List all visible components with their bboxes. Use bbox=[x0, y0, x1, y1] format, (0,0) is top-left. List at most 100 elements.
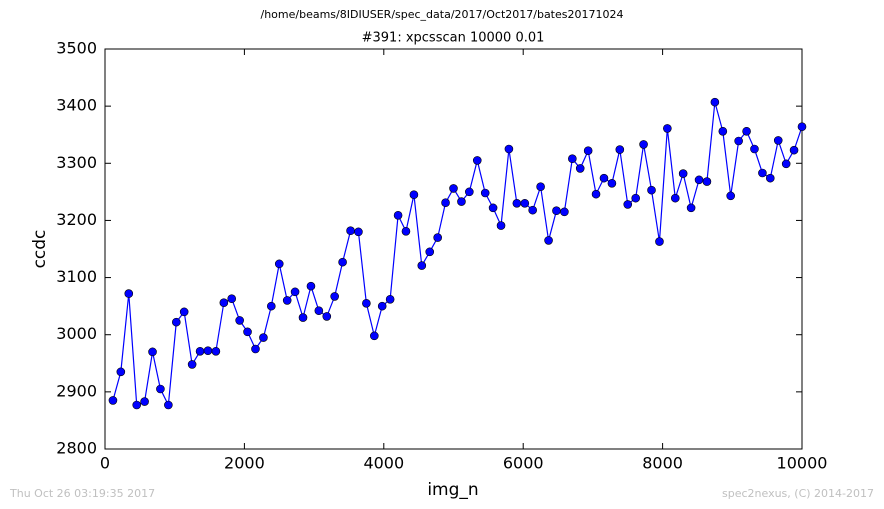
chart-title: #391: xpcsscan 10000 0.01 bbox=[362, 31, 545, 46]
y-tick-label: 3000 bbox=[56, 324, 97, 343]
data-line bbox=[112, 101, 803, 408]
data-point bbox=[346, 226, 355, 236]
data-point bbox=[362, 298, 371, 308]
data-point bbox=[758, 168, 767, 178]
data-point bbox=[623, 200, 633, 209]
data-point bbox=[211, 346, 221, 356]
plot-frame bbox=[104, 48, 803, 450]
data-point bbox=[219, 298, 229, 308]
data-point bbox=[552, 206, 561, 216]
data-point bbox=[702, 177, 712, 186]
data-point bbox=[496, 221, 506, 230]
data-point bbox=[457, 197, 466, 206]
data-point bbox=[243, 327, 252, 337]
data-point bbox=[148, 347, 157, 357]
data-point bbox=[433, 233, 442, 242]
data-point bbox=[282, 296, 292, 305]
data-point bbox=[251, 344, 260, 354]
y-tick-label: 3100 bbox=[56, 267, 97, 286]
data-point bbox=[488, 203, 498, 213]
data-point bbox=[710, 97, 720, 107]
data-point bbox=[568, 154, 577, 164]
y-tick-label: 3400 bbox=[56, 96, 97, 115]
data-point bbox=[393, 210, 403, 220]
data-point bbox=[116, 367, 126, 377]
data-point bbox=[465, 187, 474, 197]
y-axis-label: ccdc bbox=[30, 230, 50, 269]
data-point bbox=[591, 189, 601, 199]
x-tick-label: 6000 bbox=[503, 454, 544, 473]
data-point bbox=[734, 136, 743, 146]
data-point bbox=[322, 312, 332, 321]
data-point bbox=[789, 145, 799, 155]
data-point bbox=[330, 292, 339, 301]
footer-right: spec2nexus, (C) 2014-2017 bbox=[722, 487, 874, 500]
data-point bbox=[172, 317, 181, 327]
data-point bbox=[639, 140, 648, 149]
y-tick-label: 2800 bbox=[56, 439, 97, 458]
chart-suptitle: /home/beams/8IDIUSER/spec_data/2017/Oct2… bbox=[261, 8, 624, 21]
data-point bbox=[678, 169, 688, 178]
y-tick-label: 3300 bbox=[56, 153, 97, 172]
data-point bbox=[615, 145, 625, 154]
data-point bbox=[544, 236, 553, 245]
data-point bbox=[267, 301, 276, 311]
y-tick-label: 2900 bbox=[56, 381, 97, 400]
data-point bbox=[480, 188, 490, 198]
data-point bbox=[164, 400, 173, 410]
x-tick-label: 4000 bbox=[363, 454, 404, 473]
data-point bbox=[560, 207, 569, 217]
data-point bbox=[512, 198, 522, 208]
data-point bbox=[140, 397, 149, 406]
data-point bbox=[583, 146, 593, 156]
y-tick-label: 3200 bbox=[56, 210, 97, 229]
data-point bbox=[663, 124, 672, 133]
data-point bbox=[607, 178, 617, 188]
data-point bbox=[670, 193, 680, 203]
data-point bbox=[417, 261, 427, 270]
data-point bbox=[227, 294, 237, 304]
data-point bbox=[599, 173, 609, 183]
data-point bbox=[536, 182, 545, 192]
data-point bbox=[354, 227, 363, 237]
y-tick-label: 3500 bbox=[56, 39, 97, 58]
data-point bbox=[686, 203, 696, 213]
data-point bbox=[765, 173, 775, 183]
data-point bbox=[401, 226, 411, 236]
data-point bbox=[449, 184, 458, 193]
data-point bbox=[298, 313, 308, 322]
data-point bbox=[528, 205, 537, 215]
x-axis-label: img_n bbox=[427, 480, 478, 500]
data-point bbox=[203, 346, 213, 356]
data-point bbox=[195, 346, 205, 356]
data-point bbox=[797, 122, 807, 132]
data-point bbox=[575, 164, 585, 173]
data-point bbox=[377, 301, 387, 311]
data-point bbox=[647, 185, 656, 195]
data-point bbox=[409, 190, 419, 200]
data-point bbox=[631, 193, 640, 203]
x-tick-label: 0 bbox=[100, 454, 110, 473]
data-point bbox=[187, 360, 197, 369]
data-point bbox=[132, 400, 142, 410]
data-point bbox=[472, 156, 482, 165]
data-point bbox=[718, 126, 728, 136]
data-point bbox=[385, 294, 395, 304]
data-point bbox=[655, 237, 664, 246]
x-tick-label: 10000 bbox=[777, 454, 828, 473]
data-point bbox=[179, 307, 189, 317]
data-point bbox=[274, 259, 284, 269]
data-point bbox=[520, 198, 530, 208]
data-point bbox=[235, 316, 244, 325]
x-tick-label: 2000 bbox=[224, 454, 265, 473]
data-point bbox=[750, 144, 759, 154]
data-point bbox=[259, 333, 268, 342]
data-point bbox=[338, 257, 347, 267]
data-point bbox=[156, 384, 165, 394]
data-point bbox=[694, 175, 704, 185]
data-point bbox=[314, 306, 324, 316]
data-point bbox=[742, 126, 751, 136]
data-point bbox=[773, 136, 783, 145]
